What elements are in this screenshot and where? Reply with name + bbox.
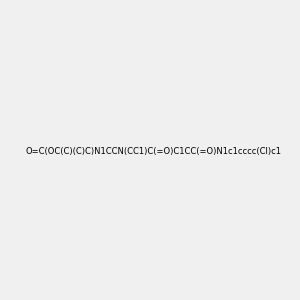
Text: O=C(OC(C)(C)C)N1CCN(CC1)C(=O)C1CC(=O)N1c1cccc(Cl)c1: O=C(OC(C)(C)C)N1CCN(CC1)C(=O)C1CC(=O)N1c… xyxy=(26,147,282,156)
